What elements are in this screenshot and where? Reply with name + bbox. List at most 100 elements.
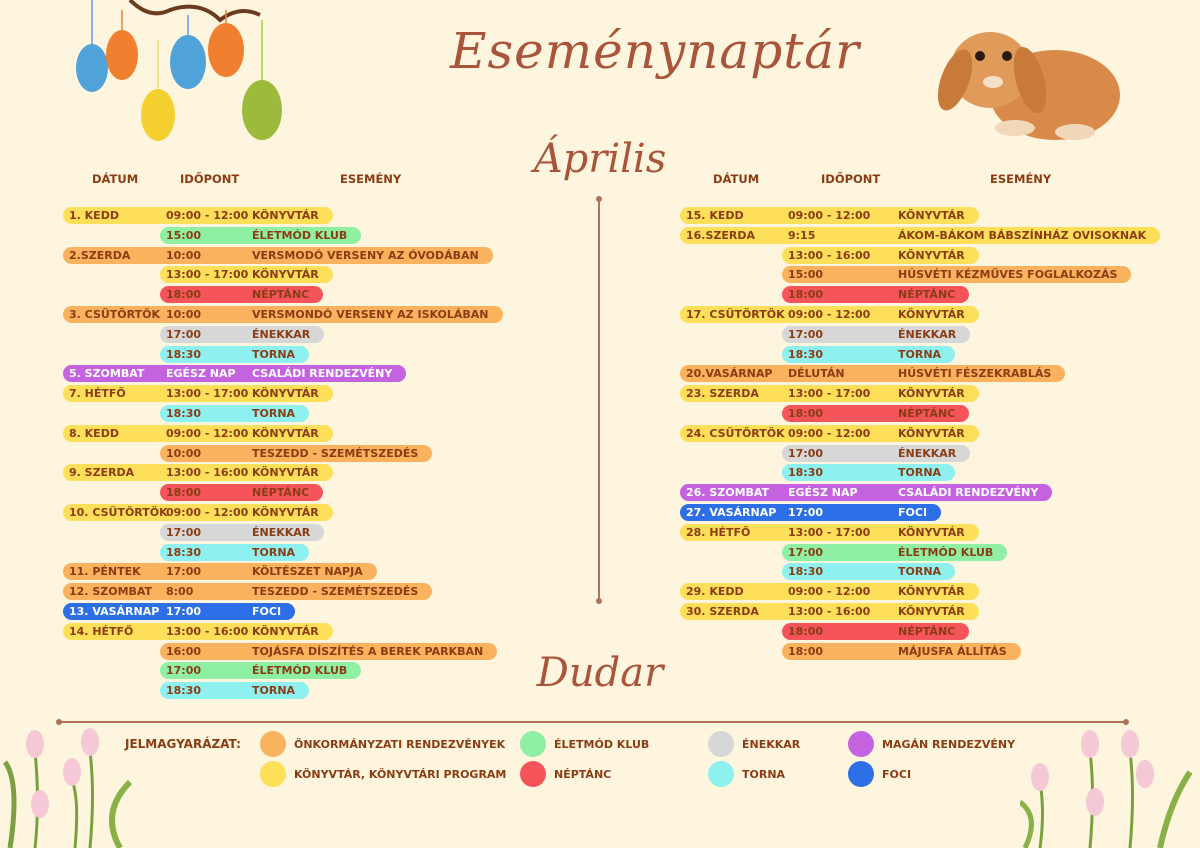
event-bar xyxy=(63,563,377,581)
event-cell: KÖNYVTÁR xyxy=(898,585,965,599)
event-bar xyxy=(680,583,979,601)
legend-color-swatch xyxy=(260,761,286,787)
date-cell: 8. KEDD xyxy=(69,426,119,440)
event-bar xyxy=(782,642,1021,660)
time-cell: 16:00 xyxy=(166,644,202,658)
page-title: Eseménynaptár xyxy=(450,22,861,80)
event-bar xyxy=(160,266,333,284)
legend-color-swatch xyxy=(848,761,874,787)
egg-icon xyxy=(170,35,206,89)
time-cell: 18:00 xyxy=(788,624,824,638)
time-cell: 17:00 xyxy=(788,327,824,341)
event-cell: ÉLETMÓD KLUB xyxy=(898,545,994,559)
legend-label: TORNA xyxy=(742,768,786,781)
legend-title: JELMAGYARÁZAT: xyxy=(125,737,241,751)
time-cell: DÉLUTÁN xyxy=(788,367,845,381)
time-cell: 09:00 - 12:00 xyxy=(166,426,249,440)
time-cell: 18:30 xyxy=(166,684,202,698)
easter-eggs-decoration xyxy=(76,0,282,141)
event-cell: TORNA xyxy=(898,347,942,361)
event-cell: ÉNEKKAR xyxy=(252,525,311,539)
date-cell: 2.SZERDA xyxy=(69,248,131,262)
event-cell: VERSMONDÓ VERSENY AZ ISKOLÁBAN xyxy=(252,308,489,321)
time-cell: 13:00 - 16:00 xyxy=(788,248,871,262)
event-bar xyxy=(782,464,956,482)
event-bar xyxy=(63,365,407,383)
date-cell: 7. HÉTFŐ xyxy=(69,387,126,401)
event-cell: TORNA xyxy=(898,466,942,480)
event-cell: KÖNYVTÁR xyxy=(252,209,319,222)
event-cell: KÖNYVTÁR xyxy=(252,624,319,638)
legend-color-swatch xyxy=(848,731,874,757)
time-cell: 8:00 xyxy=(166,585,194,599)
date-cell: 17. CSÜTÖRTÖK xyxy=(686,308,785,321)
event-cell: CSALÁDI RENDEZVÉNY xyxy=(252,367,393,381)
time-cell: 18:00 xyxy=(166,288,202,302)
legend-label: FOCI xyxy=(882,768,912,781)
event-bar xyxy=(680,207,979,224)
time-cell: 17:00 xyxy=(166,565,202,579)
event-cell: HÚSVÉTI KÉZMŰVES FOGLALKOZÁS xyxy=(898,268,1118,282)
time-cell: 18:00 xyxy=(788,288,824,302)
event-bar xyxy=(680,365,1066,383)
time-cell: 13:00 - 17:00 xyxy=(166,387,249,401)
event-bar xyxy=(782,325,971,343)
time-cell: 13:00 - 17:00 xyxy=(788,387,871,401)
event-cell: TORNA xyxy=(898,565,942,579)
event-bar xyxy=(63,424,333,442)
event-bar xyxy=(63,622,333,640)
event-cell: CSALÁDI RENDEZVÉNY xyxy=(898,486,1039,500)
event-cell: TORNA xyxy=(252,347,296,361)
event-cell: TORNA xyxy=(252,545,296,559)
time-cell: 17:00 xyxy=(788,506,824,519)
event-bar xyxy=(63,385,333,403)
event-cell: KÖNYVTÁR xyxy=(252,426,319,440)
legend-color-swatch xyxy=(708,761,734,787)
time-cell: 13:00 - 17:00 xyxy=(788,525,871,539)
legend-label: ÉLETMÓD KLUB xyxy=(554,738,650,751)
event-cell: KÖNYVTÁR xyxy=(898,387,965,401)
event-cell: KÖNYVTÁR xyxy=(898,605,965,618)
time-cell: 15:00 xyxy=(166,228,202,242)
event-cell: KÖNYVTÁR xyxy=(252,466,319,480)
event-bar xyxy=(63,306,503,323)
legend-color-swatch xyxy=(260,731,286,757)
event-bar xyxy=(160,682,310,700)
time-cell: 18:30 xyxy=(788,466,824,480)
event-bar xyxy=(782,286,970,304)
center-divider xyxy=(598,200,600,600)
event-bar xyxy=(160,543,310,561)
event-cell: KÖNYVTÁR xyxy=(898,426,965,440)
event-cell: NÉPTÁNC xyxy=(252,288,310,302)
time-cell: EGÉSZ NAP xyxy=(788,486,858,500)
event-bar xyxy=(160,286,324,304)
tulips-right-decoration xyxy=(1020,730,1193,848)
left-header-time: IDŐPONT xyxy=(180,172,240,186)
event-cell: ÉNEKKAR xyxy=(898,446,957,460)
divider-dot xyxy=(596,598,602,604)
event-bar xyxy=(160,642,498,660)
event-bar xyxy=(160,345,310,363)
time-cell: 18:30 xyxy=(166,407,202,420)
event-bar xyxy=(782,345,956,363)
event-cell: ÁKOM-BÁKOM BÁBSZÍNHÁZ OVISOKNAK xyxy=(898,228,1147,242)
legend-label: NÉPTÁNC xyxy=(554,768,612,781)
legend-color-swatch xyxy=(520,731,546,757)
time-cell: 10:00 xyxy=(166,446,202,460)
event-cell: ÉNEKKAR xyxy=(898,327,957,341)
time-cell: 09:00 - 12:00 xyxy=(166,209,249,222)
time-cell: 09:00 - 12:00 xyxy=(788,585,871,599)
event-bar xyxy=(160,444,433,462)
bunny-decoration xyxy=(937,32,1120,140)
event-bar xyxy=(160,484,324,502)
legend-label: ÉNEKKAR xyxy=(742,738,801,751)
date-cell: 16.SZERDA xyxy=(686,228,756,242)
time-cell: 13:00 - 17:00 xyxy=(166,268,249,282)
event-cell: ÉLETMÓD KLUB xyxy=(252,664,348,678)
event-bar xyxy=(680,424,979,442)
time-cell: 18:00 xyxy=(788,407,824,420)
egg-icon xyxy=(242,80,282,140)
event-cell: KÖNYVTÁR xyxy=(898,209,965,222)
legend-label: KÖNYVTÁR, KÖNYVTÁRI PROGRAM xyxy=(294,768,507,781)
month-title: Április xyxy=(533,136,667,182)
